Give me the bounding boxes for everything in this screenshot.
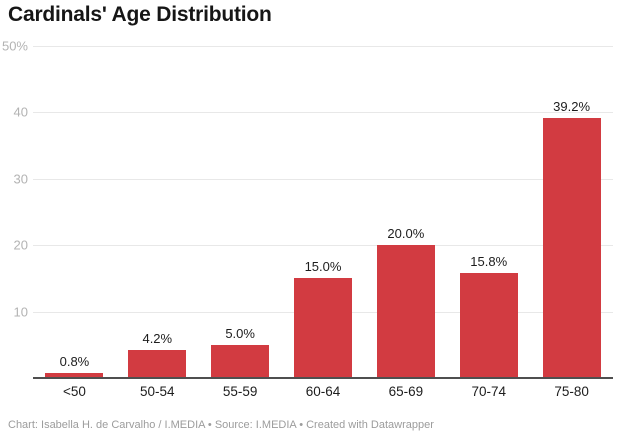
x-category-label: 50-54 [140,384,175,399]
bar [376,245,435,378]
bar-slot: 15.8% [447,46,530,378]
x-axis-line [33,377,613,379]
x-category-label: <50 [62,384,86,399]
bar-slot: 15.0% [282,46,365,378]
gridline [33,112,613,114]
y-tick-label: 30 [13,171,28,187]
bar [211,344,270,378]
bar-slot: 5.0% [199,46,282,378]
x-category-label: 65-69 [388,384,424,399]
bar-value-label: 20.0% [387,226,425,242]
bar [128,350,187,378]
gridline [33,46,613,47]
bar-value-label: 15.8% [470,254,508,270]
gridline [33,245,613,247]
y-tick-label: 20 [13,237,28,253]
plot-area: 0.8% 4.2% 5.0% 15.0% 20.0% 15.8% 39.2% 50% 40 30… [2,39,613,379]
bar-value-label: 39.2% [553,98,591,114]
bar-slot: 39.2% [530,46,613,378]
y-tick-label: 40 [13,104,28,120]
bar [294,278,352,378]
bar-value-label: 15.0% [304,259,342,275]
gridline [33,178,613,180]
chart-title: Cardinals' Age Distribution [8,3,272,26]
bar-slot: 0.8% [33,46,116,378]
x-category-label: 60-64 [305,384,341,399]
bar-slot: 4.2% [116,46,199,378]
x-axis-labels: <50 50-54 55-59 60-64 65-69 70-74 75-80 [33,384,613,399]
bar [542,117,601,378]
footer-credit: Chart: Isabella H. de Carvalho / I.MEDIA… [8,419,434,431]
x-category-label: 75-80 [554,384,589,399]
x-category-label: 55-59 [222,384,258,399]
bars-container: 0.8% 4.2% 5.0% 15.0% 20.0% 15.8% 39.2% [33,46,613,378]
bar [45,372,104,378]
bar-value-label: 4.2% [142,331,173,347]
y-tick-label: 10 [13,304,28,320]
bar [459,273,518,378]
bar-slot: 20.0% [364,46,447,378]
x-category-label: 70-74 [471,384,506,399]
bar-value-label: 5.0% [225,325,255,341]
bar-value-label: 0.8% [59,353,90,369]
y-tick-label: 50% [1,38,28,54]
